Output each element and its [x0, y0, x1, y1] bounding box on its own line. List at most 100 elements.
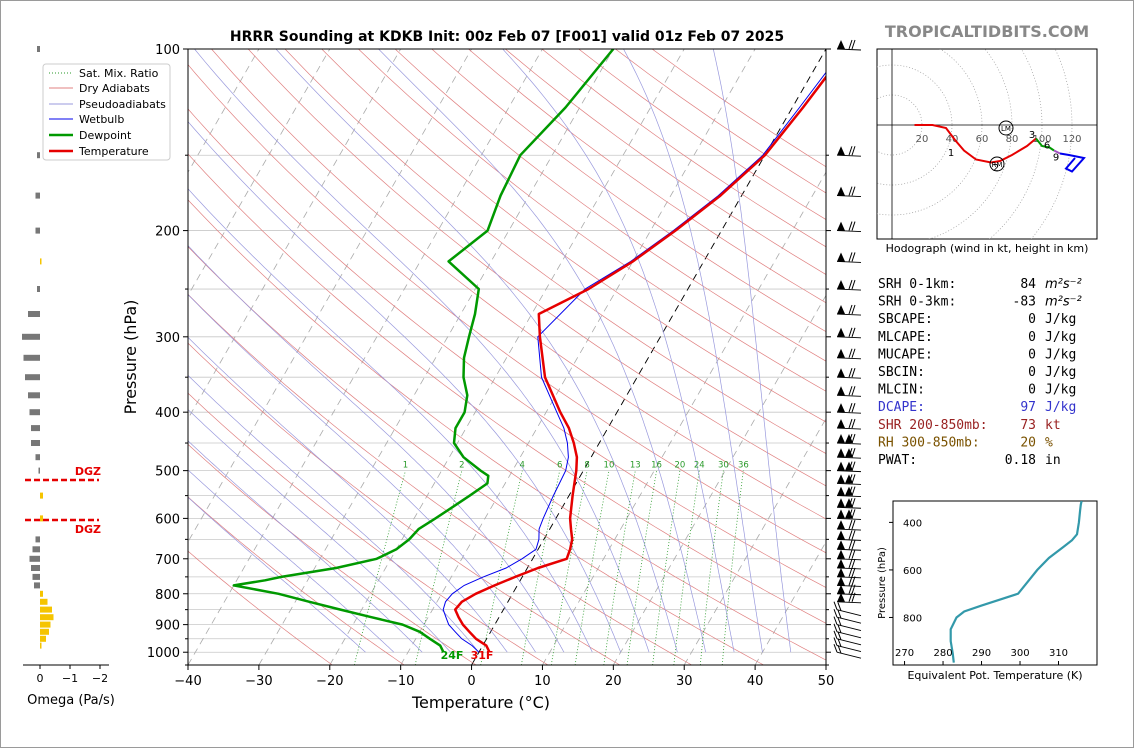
barb-flag: [837, 448, 845, 458]
barb-flag: [845, 434, 853, 444]
barb-flag: [837, 419, 845, 429]
wind-barbs: [833, 39, 862, 659]
barb-flag: [837, 368, 845, 378]
barb-feather: [837, 610, 842, 619]
x-tick-label: 20: [605, 674, 622, 689]
hodograph-caption: Hodograph (wind in kt, height in km): [886, 242, 1089, 255]
barb-flag: [837, 348, 845, 358]
barb-feather: [833, 630, 838, 639]
dewpoint-line: [232, 49, 615, 653]
isotherm-line: [188, 49, 260, 174]
index-row: MLCIN: 0 J/kg: [878, 383, 1076, 398]
omega-bar: [40, 492, 43, 499]
barb-feather: [848, 509, 853, 519]
dry-adiabat-line: [321, 49, 826, 423]
index-value: -83: [1013, 295, 1036, 310]
index-label: SRH 0-3km:: [878, 295, 956, 310]
moist-adiabat-line: [188, 121, 622, 653]
hodograph-segment: [1059, 152, 1086, 173]
x-tick-label: 30: [676, 674, 693, 689]
barb-feather: [848, 540, 853, 550]
hodograph-segment: [1053, 149, 1061, 155]
mixing-ratio-line: [652, 470, 681, 665]
wind-barb-icon: [836, 403, 862, 414]
wind-barb-icon: [836, 252, 862, 263]
moist-adiabat-line: [188, 245, 565, 653]
barb-flag: [837, 186, 845, 196]
x-tick-label: −10: [387, 674, 414, 689]
index-row: MLCAPE: 0 J/kg: [878, 330, 1076, 345]
moist-adiabat-line: [712, 49, 792, 653]
barb-staff: [836, 357, 862, 360]
index-value: 84: [1020, 277, 1036, 292]
moist-adiabat-line: [188, 469, 395, 653]
mixing-ratio-label: 1: [403, 461, 408, 471]
barb-staff: [836, 376, 862, 379]
barb-feather: [851, 304, 856, 315]
barb-feather: [851, 403, 856, 413]
wind-barb-icon: [836, 348, 862, 360]
barb-staff: [836, 495, 862, 498]
moist-adiabat-line: [188, 374, 480, 653]
index-value: 0: [1028, 383, 1036, 398]
omega-bar: [34, 582, 40, 589]
index-label: DCAPE:: [878, 400, 925, 415]
barb-feather: [848, 584, 853, 594]
mixing-ratio-label: 30: [718, 461, 729, 471]
dry-adiabat-line: [188, 392, 549, 665]
barb-flag: [837, 386, 845, 396]
barb-feather: [833, 644, 838, 653]
barb-feather: [851, 146, 856, 156]
theta-e-y-tick-label: 800: [903, 613, 922, 624]
isotherm-line: [329, 49, 685, 665]
barb-feather: [851, 279, 856, 290]
y-tick-label: 1000: [147, 646, 180, 661]
mixing-ratio-line: [574, 470, 610, 665]
barb-staff: [836, 538, 862, 541]
mixing-ratio-label: 20: [674, 461, 685, 471]
theta-e-panel: 270 280 290 300 310 400 600 800 Equivalent Pot.…: [877, 500, 1098, 682]
omega-bar: [35, 227, 40, 234]
index-label: PWAT:: [878, 453, 917, 468]
barb-flag: [837, 486, 845, 496]
surface-dewpoint-label: 24F: [441, 649, 464, 662]
theta-e-x-label: Equivalent Pot. Temperature (K): [907, 669, 1082, 682]
index-unit: J/kg: [1045, 383, 1076, 398]
legend-mixratio: Sat. Mix. Ratio: [79, 67, 159, 80]
omega-bar: [40, 628, 49, 635]
dry-adiabat-line: [188, 342, 621, 665]
theta-e-axes: 270 280 290 300 310 400 600 800: [889, 518, 1068, 665]
mixing-ratio-label: 4: [520, 461, 525, 471]
x-tick-label: 50: [818, 674, 835, 689]
x-tick-label: −40: [174, 674, 201, 689]
barb-staff: [836, 154, 862, 157]
barb-feather: [837, 624, 842, 633]
y-tick-label: 700: [155, 553, 180, 568]
barb-feather: [848, 39, 853, 50]
hodograph-segment: [914, 124, 1037, 164]
dgz-top-label: DGZ: [75, 465, 101, 478]
omega-bar: [32, 546, 40, 553]
moist-adiabat-line: [188, 294, 536, 653]
y-tick-label: 300: [155, 331, 180, 346]
theta-e-x-tick-label: 280: [933, 648, 952, 659]
dry-adiabat-line: [188, 199, 826, 661]
barb-staff: [836, 528, 862, 531]
barb-flag: [837, 40, 845, 49]
wind-barb-icon: [836, 498, 862, 509]
omega-bar: [35, 536, 40, 543]
barb-staff: [836, 601, 862, 604]
hodograph-height-label: 1: [948, 148, 954, 159]
barb-staff: [836, 506, 862, 509]
barb-feather: [851, 540, 856, 550]
barb-feather: [851, 509, 856, 519]
dgz-bottom-label: DGZ: [75, 523, 101, 536]
barb-flag: [837, 584, 845, 594]
moist-adiabat-line: [188, 496, 366, 653]
mixing-ratio-line: [699, 470, 724, 665]
wind-barb-icon: [833, 609, 862, 624]
index-unit: m²s⁻²: [1045, 295, 1082, 310]
wind-barb-icon: [833, 616, 862, 632]
barb-flag: [837, 461, 845, 471]
